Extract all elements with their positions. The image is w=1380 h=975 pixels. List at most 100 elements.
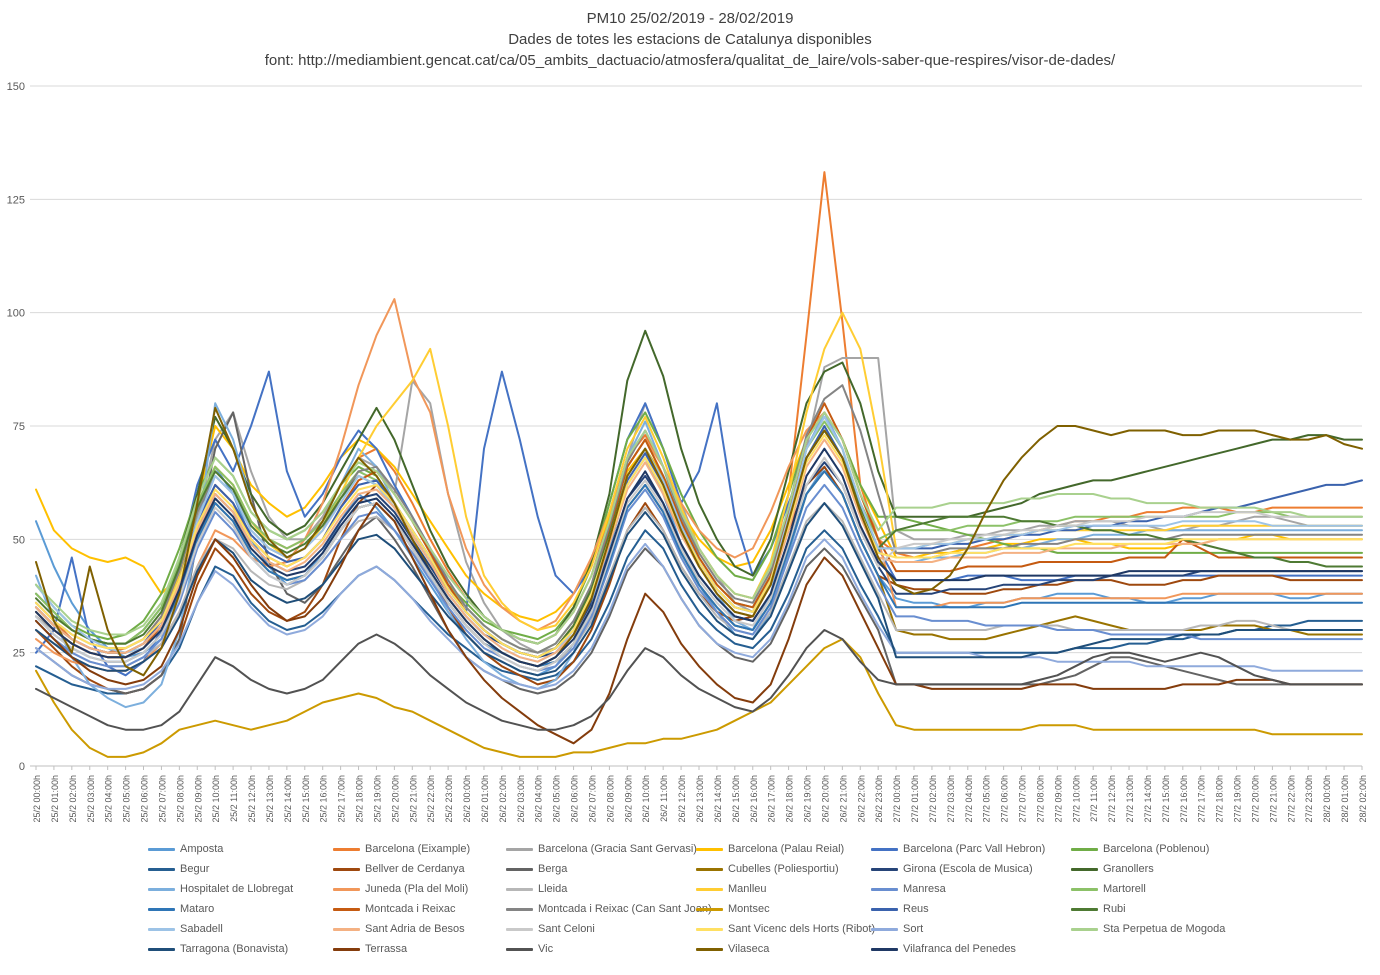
- svg-text:26/2 05:00h: 26/2 05:00h: [552, 775, 562, 823]
- legend-item: Barcelona (Palau Reial): [696, 842, 871, 856]
- svg-text:27/2 13:00h: 27/2 13:00h: [1125, 775, 1135, 823]
- legend-label: Sort: [903, 923, 924, 935]
- legend-label: Sant Celoni: [538, 923, 595, 935]
- svg-text:26/2 06:00h: 26/2 06:00h: [570, 775, 580, 823]
- svg-text:26/2 21:00h: 26/2 21:00h: [838, 775, 848, 823]
- legend-swatch: [696, 927, 723, 931]
- svg-text:25/2 18:00h: 25/2 18:00h: [355, 775, 365, 823]
- svg-text:26/2 18:00h: 26/2 18:00h: [785, 775, 795, 823]
- svg-text:26/2 22:00h: 26/2 22:00h: [856, 775, 866, 823]
- legend-label: Amposta: [180, 843, 224, 855]
- legend-item: Rubi: [1071, 902, 1276, 916]
- legend-item: Vilafranca del Penedes: [871, 942, 1071, 956]
- svg-text:28/2 02:00h: 28/2 02:00h: [1358, 775, 1368, 823]
- legend-label: Montsec: [728, 903, 770, 915]
- svg-text:26/2 23:00h: 26/2 23:00h: [874, 775, 884, 823]
- legend-label: Manresa: [903, 883, 946, 895]
- legend-item: Lleida: [506, 882, 696, 896]
- legend-swatch: [696, 947, 723, 951]
- legend-label: Barcelona (Palau Reial): [728, 843, 845, 855]
- legend-swatch: [1071, 867, 1098, 871]
- svg-text:25/2 14:00h: 25/2 14:00h: [283, 775, 293, 823]
- legend-swatch: [871, 847, 898, 851]
- legend-label: Berga: [538, 863, 568, 875]
- svg-text:27/2 05:00h: 27/2 05:00h: [982, 775, 992, 823]
- legend-item: Cubelles (Poliesportiu): [696, 862, 871, 876]
- legend-item: Barcelona (Parc Vall Hebron): [871, 842, 1071, 856]
- svg-text:27/2 03:00h: 27/2 03:00h: [946, 775, 956, 823]
- legend-item: Barcelona (Eixample): [333, 842, 506, 856]
- legend-swatch: [506, 867, 533, 871]
- legend-swatch: [871, 907, 898, 911]
- svg-text:25/2 22:00h: 25/2 22:00h: [426, 775, 436, 823]
- svg-text:25/2 02:00h: 25/2 02:00h: [68, 775, 78, 823]
- legend-label: Barcelona (Gracia Sant Gervasi): [538, 843, 697, 855]
- legend-swatch: [333, 887, 360, 891]
- legend-label: Cubelles (Poliesportiu): [728, 863, 839, 875]
- svg-text:26/2 02:00h: 26/2 02:00h: [498, 775, 508, 823]
- legend-swatch: [506, 947, 533, 951]
- svg-text:27/2 20:00h: 27/2 20:00h: [1250, 775, 1260, 823]
- legend-label: Mataro: [180, 903, 215, 915]
- legend-label: Bellver de Cerdanya: [365, 863, 465, 875]
- legend-item: Reus: [871, 902, 1071, 916]
- legend-swatch: [148, 927, 175, 931]
- svg-text:27/2 16:00h: 27/2 16:00h: [1179, 775, 1189, 823]
- svg-text:25/2 19:00h: 25/2 19:00h: [372, 775, 382, 823]
- svg-text:25/2 20:00h: 25/2 20:00h: [390, 775, 400, 823]
- legend-swatch: [506, 907, 533, 911]
- svg-text:26/2 10:00h: 26/2 10:00h: [641, 775, 651, 823]
- svg-text:26/2 14:00h: 26/2 14:00h: [713, 775, 723, 823]
- legend-item: Sant Celoni: [506, 922, 696, 936]
- legend-swatch: [1071, 887, 1098, 891]
- svg-text:26/2 16:00h: 26/2 16:00h: [749, 775, 759, 823]
- legend-label: Montcada i Reixac: [365, 903, 456, 915]
- svg-text:25/2 03:00h: 25/2 03:00h: [86, 775, 96, 823]
- svg-text:50: 50: [13, 534, 25, 546]
- legend-swatch: [148, 887, 175, 891]
- chart-title: PM10 25/02/2019 - 28/02/2019: [586, 10, 794, 27]
- svg-text:27/2 14:00h: 27/2 14:00h: [1143, 775, 1153, 823]
- legend-swatch: [696, 887, 723, 891]
- legend-item: Montsec: [696, 902, 871, 916]
- svg-text:26/2 19:00h: 26/2 19:00h: [803, 775, 813, 823]
- svg-text:27/2 08:00h: 27/2 08:00h: [1035, 775, 1045, 823]
- legend-item: Sta Perpetua de Mogoda: [1071, 922, 1276, 936]
- legend-swatch: [696, 867, 723, 871]
- legend-item: Sant Vicenc dels Horts (Ribot): [696, 922, 875, 936]
- svg-text:27/2 01:00h: 27/2 01:00h: [910, 775, 920, 823]
- svg-text:26/2 20:00h: 26/2 20:00h: [820, 775, 830, 823]
- legend-swatch: [871, 927, 898, 931]
- legend-item: Begur: [148, 862, 333, 876]
- svg-text:28/2 00:00h: 28/2 00:00h: [1322, 775, 1332, 823]
- legend-label: Sant Vicenc dels Horts (Ribot): [728, 923, 876, 935]
- legend-swatch: [148, 907, 175, 911]
- svg-text:27/2 04:00h: 27/2 04:00h: [964, 775, 974, 823]
- svg-text:25/2 12:00h: 25/2 12:00h: [247, 775, 257, 823]
- svg-text:25/2 05:00h: 25/2 05:00h: [122, 775, 132, 823]
- legend-item: Montcada i Reixac (Can Sant Joan): [506, 902, 712, 916]
- legend-label: Barcelona (Parc Vall Hebron): [903, 843, 1046, 855]
- svg-text:27/2 06:00h: 27/2 06:00h: [1000, 775, 1010, 823]
- legend-label: Girona (Escola de Musica): [903, 863, 1033, 875]
- legend-swatch: [333, 847, 360, 851]
- legend-swatch: [333, 927, 360, 931]
- legend-label: Martorell: [1103, 883, 1146, 895]
- svg-text:26/2 17:00h: 26/2 17:00h: [767, 775, 777, 823]
- legend-item: Berga: [506, 862, 696, 876]
- legend-item: Barcelona (Poblenou): [1071, 842, 1276, 856]
- svg-text:25/2 16:00h: 25/2 16:00h: [319, 775, 329, 823]
- legend-swatch: [1071, 847, 1098, 851]
- legend-item: Juneda (Pla del Moli): [333, 882, 506, 896]
- legend-item: Manlleu: [696, 882, 871, 896]
- svg-text:27/2 02:00h: 27/2 02:00h: [928, 775, 938, 823]
- svg-text:27/2 17:00h: 27/2 17:00h: [1197, 775, 1207, 823]
- legend-item: Mataro: [148, 902, 333, 916]
- svg-text:27/2 09:00h: 27/2 09:00h: [1053, 775, 1063, 823]
- legend-label: Terrassa: [365, 943, 408, 955]
- svg-text:25/2 13:00h: 25/2 13:00h: [265, 775, 275, 823]
- svg-text:27/2 19:00h: 27/2 19:00h: [1233, 775, 1243, 823]
- legend-swatch: [696, 907, 723, 911]
- chart-svg: 0 25 50 75 100 125 150 25/2 00:00h 25/2 01:00h 25…: [7, 81, 1368, 823]
- legend-item: Bellver de Cerdanya: [333, 862, 506, 876]
